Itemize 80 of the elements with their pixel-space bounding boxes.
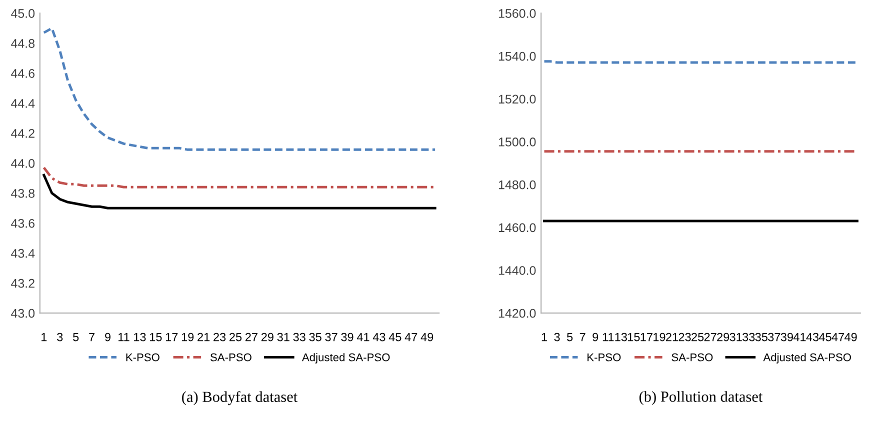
legend-label: SA-PSO [210, 353, 252, 362]
x-tick-label: 1 [42, 332, 47, 342]
x-tick-label: 39 [780, 332, 793, 342]
y-tick-label: 44.8 [11, 39, 35, 48]
y-tick-label: 44.6 [11, 69, 35, 78]
y-tick-label: 1520.0 [498, 94, 536, 104]
line-series [42, 26, 436, 151]
x-tick-label: 29 [717, 332, 730, 342]
y-tick-label: 1460.0 [498, 223, 536, 232]
x-tick-label: 23 [678, 332, 691, 342]
x-tick-label: 19 [182, 332, 194, 342]
x-tick-label: 11 [118, 332, 130, 342]
y-tick-label: 43.0 [11, 308, 35, 318]
x-tick-label: 49 [420, 332, 434, 342]
y-tick-label: 44.4 [11, 99, 35, 108]
x-tick-label: 41 [356, 332, 370, 342]
y-tick-label: 43.4 [11, 248, 35, 258]
x-tick-label: 43 [372, 332, 386, 342]
x-tick-label: 31 [277, 332, 290, 342]
x-tick-label: 37 [768, 332, 780, 342]
x-tick-label: 21 [666, 332, 678, 342]
y-tick-label: 43.8 [11, 188, 35, 198]
x-tick-label: 39 [341, 332, 354, 342]
x-tick-label: 35 [755, 332, 768, 342]
x-tick-label: 9 [105, 332, 110, 342]
x-tick-label: 13 [134, 332, 146, 342]
y-tick-label: 1440.0 [498, 266, 536, 275]
x-tick-label: 3 [554, 332, 560, 342]
x-tick-label: 1 [542, 332, 547, 342]
x-tick-label: 7 [580, 332, 586, 342]
x-tick-label: 43 [806, 332, 819, 342]
legend-label: K-PSO [126, 353, 160, 362]
x-tick-label: 35 [309, 332, 322, 342]
x-tick-label: 29 [261, 332, 274, 342]
y-tick-label: 44.2 [11, 128, 34, 138]
x-tick-label: 47 [404, 332, 418, 342]
legend-label: SA-PSO [672, 353, 713, 362]
line-series [42, 174, 436, 210]
x-tick-label: 31 [730, 332, 742, 342]
x-tick-label: 27 [245, 332, 258, 342]
x-tick-label: 41 [793, 332, 806, 342]
y-tick-label: 1560.0 [498, 9, 536, 18]
y-tick-label: 1500.0 [498, 138, 536, 146]
text: (b) Pollution dataset [639, 391, 763, 405]
x-tick-label: 21 [198, 332, 210, 342]
x-tick-label: 49 [844, 332, 857, 342]
x-tick-label: 7 [89, 332, 94, 342]
x-tick-label: 25 [230, 332, 242, 342]
x-tick-label: 33 [742, 332, 755, 342]
legend-label: Adjusted SA-PSO [302, 353, 390, 364]
x-tick-label: 5 [567, 332, 573, 342]
x-tick-label: 27 [704, 332, 716, 342]
x-tick-label: 25 [692, 332, 704, 342]
x-tick-label: 13 [615, 332, 627, 342]
y-tick-label: 45.0 [11, 9, 35, 18]
y-tick-label: 43.2 [11, 278, 34, 288]
line-series [42, 166, 436, 188]
text: (a) Bodyfat dataset [182, 391, 298, 406]
x-tick-label: 5 [73, 332, 79, 342]
x-tick-label: 15 [150, 332, 162, 342]
y-tick-label: 1420.0 [498, 308, 536, 318]
legend-label: K-PSO [588, 353, 621, 362]
x-tick-label: 19 [654, 332, 666, 342]
x-tick-label: 9 [592, 332, 598, 342]
x-tick-label: 37 [325, 332, 338, 342]
x-tick-label: 45 [388, 332, 402, 342]
legend-label: Adjusted SA-PSO [763, 353, 851, 364]
x-tick-label: 17 [640, 332, 652, 342]
x-tick-label: 47 [832, 332, 844, 342]
x-tick-label: 3 [57, 332, 63, 342]
x-tick-label: 15 [628, 332, 640, 342]
x-tick-label: 45 [818, 332, 832, 342]
x-tick-label: 23 [214, 332, 226, 342]
y-tick-label: 1540.0 [498, 52, 536, 61]
x-tick-label: 33 [293, 332, 306, 342]
x-tick-label: 17 [166, 332, 178, 342]
x-tick-label: 11 [602, 332, 614, 342]
y-tick-label: 43.6 [11, 218, 35, 228]
y-tick-label: 1480.0 [498, 180, 536, 190]
y-tick-label: 44.0 [11, 158, 35, 168]
